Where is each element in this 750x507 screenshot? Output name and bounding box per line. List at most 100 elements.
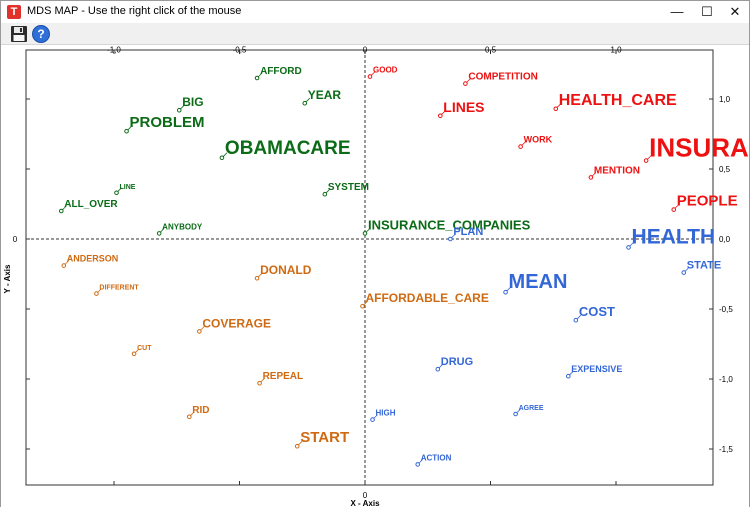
- title-bar[interactable]: T MDS MAP - Use the right click of the m…: [1, 1, 749, 23]
- close-button[interactable]: ✕: [729, 4, 741, 19]
- data-point: [58, 208, 64, 214]
- y-axis-title: Y - Axis: [3, 264, 12, 293]
- data-point: [114, 190, 119, 196]
- y-tick-label: 0,0: [719, 235, 731, 244]
- word-label: COST: [579, 304, 615, 319]
- toolbar: ?: [1, 23, 749, 45]
- help-glyph: ?: [37, 27, 44, 41]
- x-tick-label: 1,0: [610, 46, 622, 55]
- word-label: LINE: [120, 184, 136, 191]
- word-label: EXPENSIVE: [571, 364, 622, 374]
- word-label: HIGH: [376, 409, 396, 418]
- data-point: [566, 373, 571, 379]
- mds-scatter-chart[interactable]: -1,0 -0,5 0 0,5 1,001,00,50,0-0,5-1,0-1,50X …: [1, 45, 749, 507]
- x-tick-label: 0,5: [485, 46, 497, 55]
- word-label: GOOD: [373, 66, 398, 75]
- y-tick-label: -0,5: [719, 305, 733, 314]
- data-point: [503, 289, 508, 295]
- word-label: DIFFERENT: [99, 285, 139, 292]
- data-point: [553, 106, 559, 112]
- data-point: [131, 351, 137, 357]
- data-point: [573, 317, 579, 323]
- word-label: AGREE: [519, 405, 544, 412]
- word-label: START: [300, 429, 349, 446]
- data-point: [626, 245, 631, 250]
- x-tick-label-bottom: 0: [363, 491, 368, 500]
- word-label: PLAN: [453, 226, 483, 238]
- word-label: AFFORD: [260, 66, 302, 77]
- word-label: AFFORDABLE_CARE: [365, 291, 488, 305]
- app-logo-icon: T: [7, 5, 21, 19]
- mds-plot-area[interactable]: -1,0 -0,5 0 0,5 1,0 0 1,0 0,5 0,0 -0,5 -1,0 -1,5 0 X …: [1, 45, 749, 507]
- data-point: [94, 291, 99, 296]
- word-label: HEALTH_CARE: [559, 92, 677, 109]
- x-tick-label: -1,0: [107, 46, 121, 55]
- word-label: PEOPLE: [677, 193, 738, 210]
- data-point: [681, 270, 687, 275]
- y-tick-label: 0,5: [719, 165, 731, 174]
- word-label: SYSTEM: [328, 182, 369, 193]
- data-point: [435, 366, 441, 372]
- word-label: HEALTH: [632, 225, 716, 248]
- word-label: REPEAL: [263, 371, 304, 382]
- data-point: [176, 107, 182, 113]
- data-point: [367, 74, 373, 79]
- word-label: ACTION: [421, 453, 452, 462]
- word-label: MENTION: [594, 165, 640, 176]
- word-label: YEAR: [308, 88, 342, 102]
- y-tick-label: -1,5: [719, 445, 733, 454]
- minimize-button[interactable]: —: [670, 4, 684, 19]
- word-label: ALL_OVER: [64, 199, 118, 210]
- save-button[interactable]: [9, 24, 29, 44]
- word-label: LINES: [443, 99, 484, 115]
- data-point: [156, 231, 162, 236]
- data-point: [254, 275, 260, 281]
- data-point: [294, 443, 300, 449]
- data-point: [463, 81, 468, 86]
- data-point: [671, 207, 677, 212]
- data-point: [322, 191, 328, 197]
- data-point: [219, 155, 225, 161]
- data-point: [362, 231, 368, 236]
- word-label: INSURANCE: [649, 133, 749, 163]
- data-point: [513, 411, 518, 417]
- window-title: MDS MAP - Use the right click of the mou…: [27, 5, 242, 17]
- word-label: INSURANCE_COMPANIES: [368, 217, 531, 232]
- x-tick-label: -0,5: [233, 46, 247, 55]
- y-tick-label: 1,0: [719, 95, 731, 104]
- word-label: WORK: [524, 135, 553, 145]
- help-button[interactable]: ?: [31, 24, 51, 44]
- data-point: [415, 462, 421, 467]
- data-point: [588, 175, 594, 180]
- help-question-icon: ?: [32, 25, 50, 43]
- word-label: COMPETITION: [468, 72, 537, 83]
- data-point: [518, 144, 523, 149]
- data-point: [257, 380, 262, 386]
- word-label: CUT: [137, 345, 152, 352]
- floppy-disk-icon: [11, 26, 27, 42]
- data-point: [124, 128, 129, 134]
- data-point: [254, 75, 260, 81]
- word-label: MEAN: [509, 271, 568, 293]
- word-label: DONALD: [260, 263, 312, 277]
- data-point: [438, 113, 443, 119]
- data-point: [448, 236, 453, 242]
- x-axis-title: X - Axis: [350, 499, 380, 507]
- word-label: OBAMACARE: [225, 138, 351, 159]
- data-point: [302, 100, 308, 106]
- data-point: [370, 417, 375, 422]
- word-label: STATE: [687, 260, 721, 272]
- y-tick-label: -1,0: [719, 375, 733, 384]
- x-tick-label: 0: [363, 46, 368, 55]
- word-label: ANDERSON: [67, 254, 119, 264]
- plot-frame: [25, 49, 714, 486]
- word-label: RID: [192, 405, 209, 416]
- word-label: DRUG: [441, 356, 473, 368]
- data-point: [643, 158, 649, 163]
- word-label: BIG: [182, 95, 203, 109]
- maximize-button[interactable]: ☐: [701, 4, 713, 19]
- data-point: [360, 303, 365, 309]
- word-label: PROBLEM: [130, 114, 205, 131]
- data-point: [187, 414, 192, 420]
